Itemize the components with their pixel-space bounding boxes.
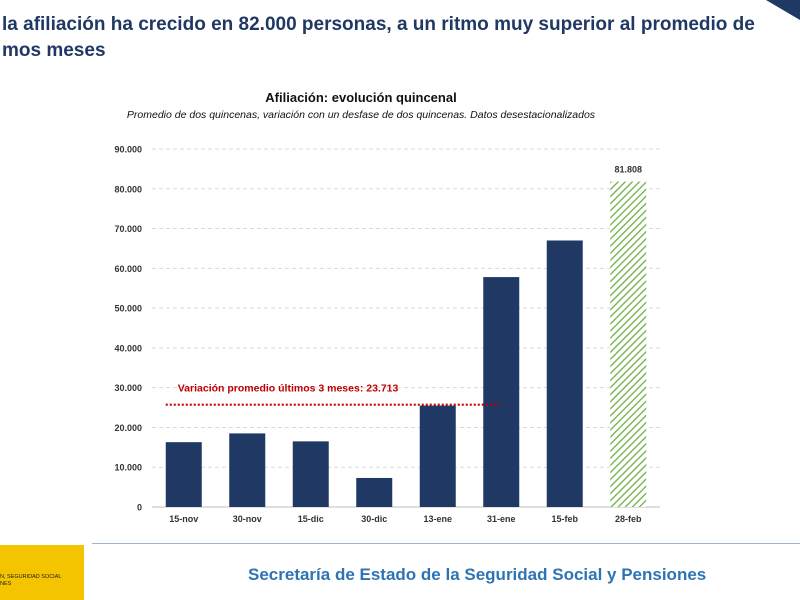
- bar-15-nov: [165, 442, 202, 507]
- y-tick-label: 80.000: [114, 184, 142, 194]
- footer-title: Secretaría de Estado de la Seguridad Soc…: [248, 565, 707, 584]
- chart-title: Afiliación: evolución quincenal: [265, 90, 457, 105]
- y-tick-label: 10.000: [114, 463, 142, 473]
- data-label: 81.808: [614, 165, 642, 175]
- x-tick-label: 13-ene: [423, 514, 452, 524]
- bar-31-ene: [483, 277, 520, 507]
- headline-line-1: la afiliación ha crecido en 82.000 perso…: [2, 14, 755, 35]
- average-reference-label: Variación promedio últimos 3 meses: 23.7…: [178, 383, 399, 395]
- y-tick-label: 0: [137, 503, 142, 513]
- x-tick-label: 15-dic: [298, 514, 324, 524]
- bar-28-feb: [610, 181, 647, 508]
- bar-15-dic: [292, 441, 329, 507]
- x-tick-label: 15-feb: [551, 514, 578, 524]
- bar-13-ene: [419, 405, 456, 507]
- footer-divider: [92, 543, 800, 544]
- bar-30-nov: [229, 433, 266, 507]
- headline-line-2: mos meses: [2, 40, 106, 61]
- x-tick-label: 31-ene: [487, 514, 516, 524]
- y-tick-label: 70.000: [114, 224, 142, 234]
- bar-15-feb: [546, 240, 583, 507]
- y-tick-label: 90.000: [114, 145, 142, 155]
- y-tick-label: 60.000: [114, 264, 142, 274]
- bar-chart: 0 10.000 20.000 30.000 40.000 50.000 60.000 70.…: [114, 145, 660, 524]
- y-tick-label: 30.000: [114, 383, 142, 393]
- headline: la afiliación ha crecido en 82.000 perso…: [2, 12, 800, 64]
- logo-text: N, SEGURIDAD SOCIAL NES: [0, 574, 62, 587]
- x-tick-label: 30-nov: [233, 514, 262, 524]
- y-tick-label: 50.000: [114, 304, 142, 314]
- ministry-logo: [0, 545, 84, 600]
- x-tick-label: 15-nov: [169, 514, 198, 524]
- bar-30-dic: [356, 477, 393, 507]
- chart-subtitle: Promedio de dos quincenas, variación con…: [126, 109, 596, 121]
- y-tick-label: 20.000: [114, 423, 142, 433]
- x-tick-label: 30-dic: [361, 514, 387, 524]
- corner-decoration: [766, 0, 800, 20]
- x-tick-label: 28-feb: [615, 514, 642, 524]
- y-tick-label: 40.000: [114, 343, 142, 353]
